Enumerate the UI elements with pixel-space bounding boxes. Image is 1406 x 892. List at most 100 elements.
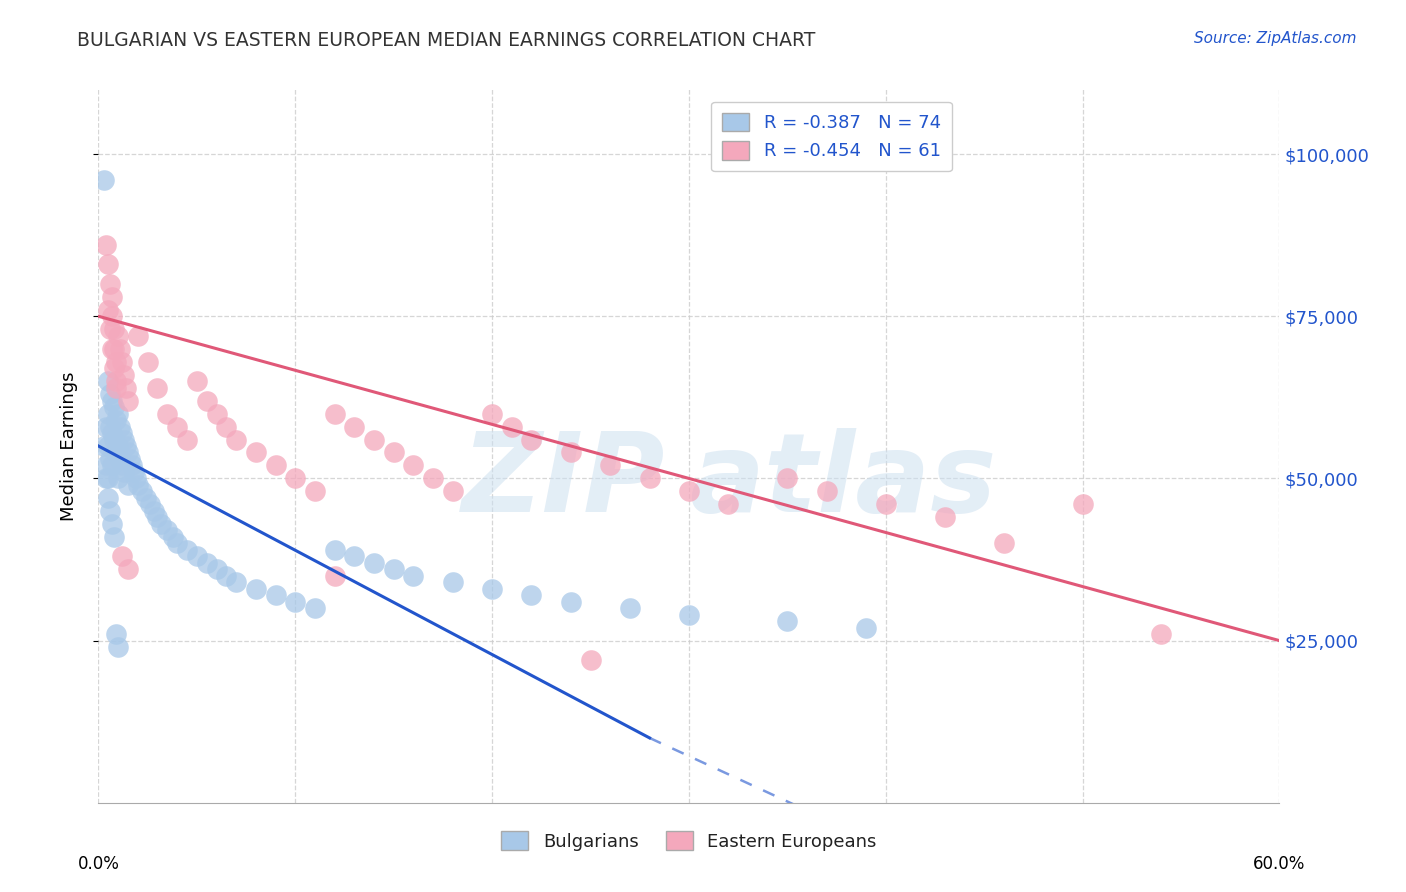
- Point: [205, 562, 228, 576]
- Point: [107, 640, 129, 654]
- Point: [138, 497, 160, 511]
- Point: [176, 433, 198, 447]
- Point: [107, 407, 129, 421]
- Point: [323, 542, 346, 557]
- Point: [441, 484, 464, 499]
- Point: [776, 471, 799, 485]
- Text: BULGARIAN VS EASTERN EUROPEAN MEDIAN EARNINGS CORRELATION CHART: BULGARIAN VS EASTERN EUROPEAN MEDIAN EAR…: [77, 31, 815, 50]
- Point: [855, 621, 877, 635]
- Point: [579, 653, 602, 667]
- Point: [343, 419, 366, 434]
- Point: [520, 433, 543, 447]
- Point: [98, 322, 121, 336]
- Point: [112, 465, 135, 479]
- Point: [105, 413, 128, 427]
- Point: [125, 471, 148, 485]
- Point: [98, 504, 121, 518]
- Point: [121, 458, 143, 473]
- Point: [115, 439, 138, 453]
- Point: [284, 595, 307, 609]
- Point: [678, 484, 700, 499]
- Point: [166, 536, 188, 550]
- Point: [520, 588, 543, 602]
- Point: [245, 445, 267, 459]
- Point: [146, 510, 169, 524]
- Point: [343, 549, 366, 564]
- Point: [304, 601, 326, 615]
- Point: [150, 516, 173, 531]
- Point: [205, 407, 228, 421]
- Point: [103, 530, 125, 544]
- Point: [103, 400, 125, 414]
- Point: [363, 556, 385, 570]
- Point: [127, 328, 149, 343]
- Point: [402, 458, 425, 473]
- Point: [97, 257, 120, 271]
- Text: 60.0%: 60.0%: [1253, 855, 1306, 872]
- Point: [481, 582, 503, 596]
- Text: 0.0%: 0.0%: [77, 855, 120, 872]
- Y-axis label: Median Earnings: Median Earnings: [59, 371, 77, 521]
- Point: [156, 407, 179, 421]
- Point: [382, 562, 405, 576]
- Point: [103, 342, 125, 356]
- Point: [678, 607, 700, 622]
- Point: [195, 556, 218, 570]
- Point: [96, 471, 118, 485]
- Point: [105, 381, 128, 395]
- Point: [103, 433, 125, 447]
- Point: [186, 374, 208, 388]
- Point: [215, 419, 238, 434]
- Point: [98, 387, 121, 401]
- Point: [215, 568, 238, 582]
- Point: [1071, 497, 1094, 511]
- Point: [117, 478, 139, 492]
- Point: [118, 452, 141, 467]
- Legend: Bulgarians, Eastern Europeans: Bulgarians, Eastern Europeans: [494, 824, 884, 858]
- Point: [117, 393, 139, 408]
- Text: ZIP: ZIP: [461, 428, 665, 535]
- Point: [323, 568, 346, 582]
- Point: [101, 393, 124, 408]
- Point: [560, 595, 582, 609]
- Point: [934, 510, 956, 524]
- Point: [107, 328, 129, 343]
- Point: [1150, 627, 1173, 641]
- Point: [422, 471, 444, 485]
- Point: [225, 575, 247, 590]
- Point: [97, 471, 120, 485]
- Point: [96, 458, 118, 473]
- Point: [166, 419, 188, 434]
- Point: [501, 419, 523, 434]
- Point: [176, 542, 198, 557]
- Point: [107, 439, 129, 453]
- Point: [105, 445, 128, 459]
- Point: [225, 433, 247, 447]
- Point: [101, 458, 124, 473]
- Point: [122, 465, 145, 479]
- Point: [108, 452, 131, 467]
- Point: [101, 342, 124, 356]
- Point: [103, 361, 125, 376]
- Point: [186, 549, 208, 564]
- Point: [101, 516, 124, 531]
- Point: [560, 445, 582, 459]
- Point: [363, 433, 385, 447]
- Text: atlas: atlas: [689, 428, 997, 535]
- Point: [117, 445, 139, 459]
- Point: [98, 277, 121, 291]
- Point: [108, 342, 131, 356]
- Point: [264, 458, 287, 473]
- Point: [107, 471, 129, 485]
- Point: [112, 433, 135, 447]
- Point: [441, 575, 464, 590]
- Point: [111, 354, 134, 368]
- Point: [93, 439, 115, 453]
- Point: [97, 439, 120, 453]
- Point: [101, 425, 124, 440]
- Point: [142, 504, 165, 518]
- Point: [111, 425, 134, 440]
- Point: [101, 290, 124, 304]
- Point: [93, 173, 115, 187]
- Point: [98, 419, 121, 434]
